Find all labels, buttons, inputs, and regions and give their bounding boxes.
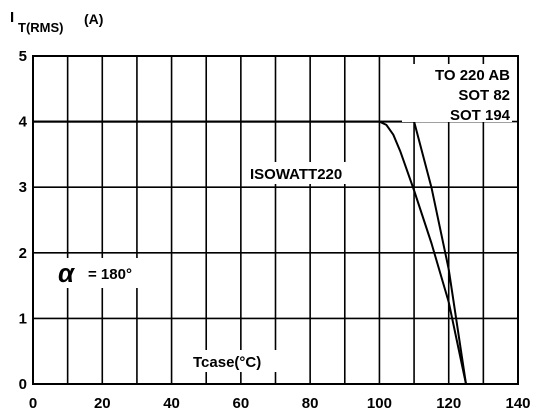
to220-label-line3: SOT 194: [450, 107, 511, 124]
series-layer: [33, 120, 467, 385]
y-tick-label: 0: [19, 376, 27, 393]
y-tick-labels: 0 1 2 3 4 5: [19, 48, 28, 393]
plot-frame: [32, 55, 519, 385]
y-axis-label-unit: (A): [84, 11, 103, 27]
x-axis-label-bg: [190, 350, 294, 372]
series-line-2: [33, 120, 467, 385]
to220-label-bg: [402, 64, 512, 122]
x-tick-label: 100: [367, 395, 392, 412]
isowatt-label: ISOWATT220: [250, 166, 342, 183]
y-tick-label: 1: [19, 310, 27, 327]
x-tick-label: 80: [302, 395, 319, 412]
x-tick-label: 20: [94, 395, 111, 412]
to220-label-line1: TO 220 AB: [435, 67, 510, 84]
y-tick-label: 5: [19, 48, 27, 65]
isowatt-label-bg: [248, 162, 378, 184]
x-tick-label: 60: [233, 395, 250, 412]
x-axis-label: Tcase(°C): [193, 354, 261, 371]
y-tick-label: 2: [19, 245, 27, 262]
x-tick-labels: 0 20 40 60 80 100 120 140: [29, 395, 531, 412]
x-tick-label: 140: [505, 395, 530, 412]
x-tick-label: 0: [29, 395, 37, 412]
series-line-1: [33, 120, 467, 385]
alpha-symbol: α: [58, 258, 76, 288]
y-axis-label-sub: T(RMS): [18, 20, 64, 35]
y-tick-label: 3: [19, 179, 27, 196]
x-tick-label: 120: [436, 395, 461, 412]
alpha-value: = 180°: [88, 266, 132, 283]
x-tick-label: 40: [163, 395, 180, 412]
y-axis-label-main: I: [10, 9, 14, 26]
y-tick-label: 4: [19, 114, 28, 131]
alpha-annotation-bg: [52, 258, 162, 288]
to220-label-line2: SOT 82: [458, 87, 510, 104]
